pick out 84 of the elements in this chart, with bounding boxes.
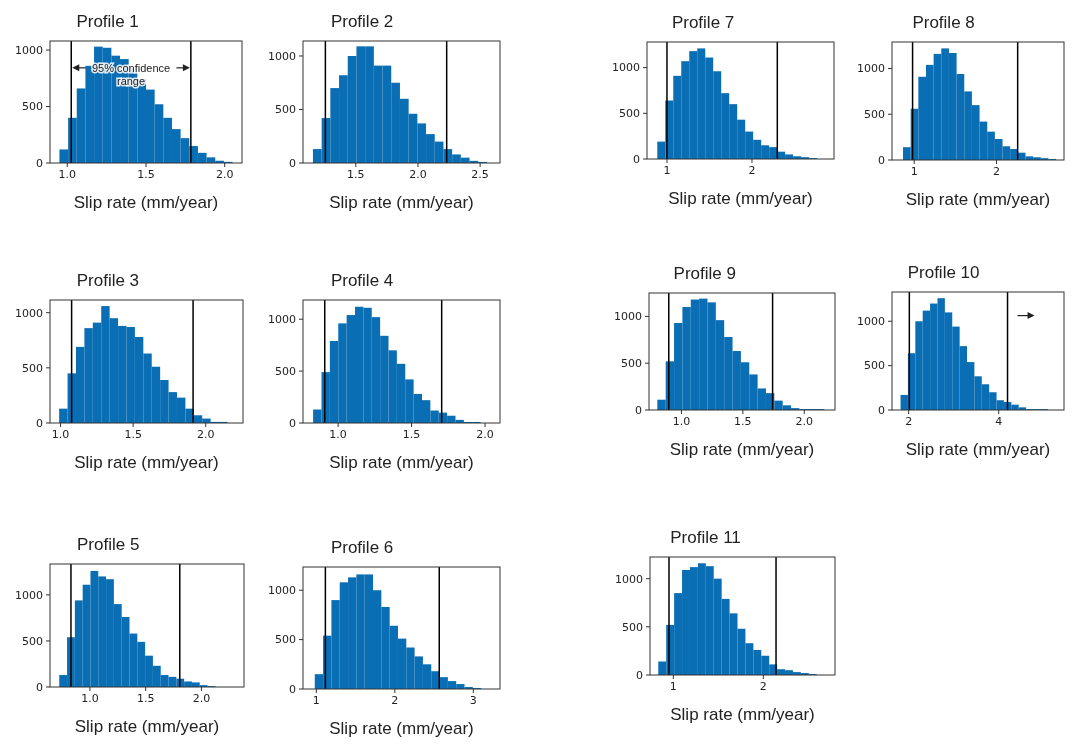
x-tick-label: 1.5 [124, 428, 142, 441]
chart-title: Profile 4 [330, 271, 394, 290]
chart-title: Profile 7 [671, 13, 735, 32]
x-axis-title: Slip rate (mm/year) [74, 717, 220, 736]
x-tick-label: 1.0 [672, 415, 691, 428]
x-tick-label: 2 [391, 694, 399, 707]
y-tick-label: 0 [36, 156, 43, 170]
y-tick-label: 0 [635, 403, 642, 417]
y-tick-label: 0 [878, 153, 885, 167]
x-tick-label: 2.0 [795, 415, 814, 428]
x-tick-label: 3 [469, 694, 477, 707]
x-tick-label: 2.5 [471, 168, 489, 181]
y-tick-label: 1000 [15, 588, 43, 602]
y-tick-label: 500 [619, 107, 640, 121]
y-tick-label: 1000 [268, 313, 296, 327]
x-tick-label: 2.0 [192, 692, 211, 705]
x-axis-title: Slip rate (mm/year) [74, 453, 219, 472]
x-tick-label: 2 [993, 165, 1001, 178]
chart-title: Profile 9 [673, 264, 736, 283]
x-tick-label: 1.5 [136, 692, 155, 705]
x-tick-label: 2.0 [196, 428, 215, 441]
x-tick-label: 1 [663, 164, 671, 177]
x-tick-label: 4 [995, 415, 1003, 428]
x-tick-label: 1.5 [402, 428, 421, 441]
y-tick-label: 1000 [615, 572, 643, 586]
y-tick-label: 0 [36, 680, 43, 694]
chart-title: Profile 2 [330, 12, 394, 31]
x-tick-label: 2.0 [476, 428, 494, 441]
y-tick-label: 1000 [268, 584, 296, 598]
y-tick-label: 500 [275, 103, 296, 117]
y-tick-label: 0 [878, 403, 885, 417]
y-tick-label: 1000 [15, 43, 43, 57]
x-tick-label: 1.0 [58, 168, 77, 181]
x-tick-label: 1.5 [137, 168, 155, 181]
x-axis-title: Slip rate (mm/year) [329, 719, 474, 738]
y-tick-label: 1000 [857, 315, 885, 329]
x-tick-label: 2.0 [409, 168, 427, 181]
y-tick-label: 0 [633, 152, 640, 166]
x-axis-title: Slip rate (mm/year) [905, 190, 1051, 209]
x-tick-label: 2.0 [215, 168, 234, 181]
chart-title: Profile 6 [330, 538, 394, 557]
y-tick-label: 1000 [857, 62, 885, 76]
x-tick-label: 1 [910, 165, 918, 178]
y-tick-label: 500 [275, 364, 296, 378]
x-tick-label: 2 [759, 680, 767, 693]
y-tick-label: 500 [621, 357, 642, 371]
x-axis-title: Slip rate (mm/year) [905, 440, 1051, 459]
x-tick-label: 1.5 [347, 168, 365, 181]
y-tick-label: 1000 [268, 49, 296, 63]
x-tick-label: 1.5 [734, 415, 752, 428]
y-tick-label: 500 [622, 620, 643, 634]
x-axis-title: Slip rate (mm/year) [669, 440, 815, 459]
chart-title: Profile 8 [912, 13, 975, 32]
x-tick-label: 1.0 [81, 692, 99, 705]
y-tick-label: 0 [636, 668, 643, 682]
x-axis-title: Slip rate (mm/year) [329, 453, 474, 472]
y-tick-label: 0 [289, 156, 296, 170]
x-axis-title: Slip rate (mm/year) [668, 189, 813, 208]
y-tick-label: 500 [22, 634, 43, 648]
x-tick-label: 1.0 [51, 428, 70, 441]
y-tick-label: 500 [275, 633, 296, 647]
y-tick-label: 1000 [612, 61, 640, 75]
y-tick-label: 500 [22, 361, 43, 375]
chart-title: Profile 1 [76, 12, 139, 31]
y-tick-label: 500 [864, 108, 885, 122]
x-axis-title: Slip rate (mm/year) [670, 705, 815, 724]
y-tick-label: 1000 [614, 310, 642, 324]
chart-title: Profile 11 [670, 528, 741, 547]
y-tick-label: 0 [289, 682, 296, 696]
x-tick-label: 1.0 [329, 428, 347, 441]
chart-title: Profile 10 [907, 263, 980, 282]
x-tick-label: 2 [748, 164, 756, 177]
x-axis-title: Slip rate (mm/year) [329, 193, 474, 212]
x-axis-title: Slip rate (mm/year) [73, 193, 219, 212]
chart-title: Profile 3 [76, 271, 140, 290]
y-tick-label: 500 [864, 359, 885, 373]
y-tick-label: 1000 [15, 306, 43, 320]
chart-title: Profile 5 [77, 535, 140, 554]
y-tick-label: 0 [289, 416, 296, 430]
x-tick-label: 1 [312, 694, 320, 707]
y-tick-label: 500 [22, 100, 43, 114]
x-tick-label: 1 [669, 680, 677, 693]
y-tick-label: 0 [36, 416, 43, 430]
x-tick-label: 2 [905, 415, 913, 428]
